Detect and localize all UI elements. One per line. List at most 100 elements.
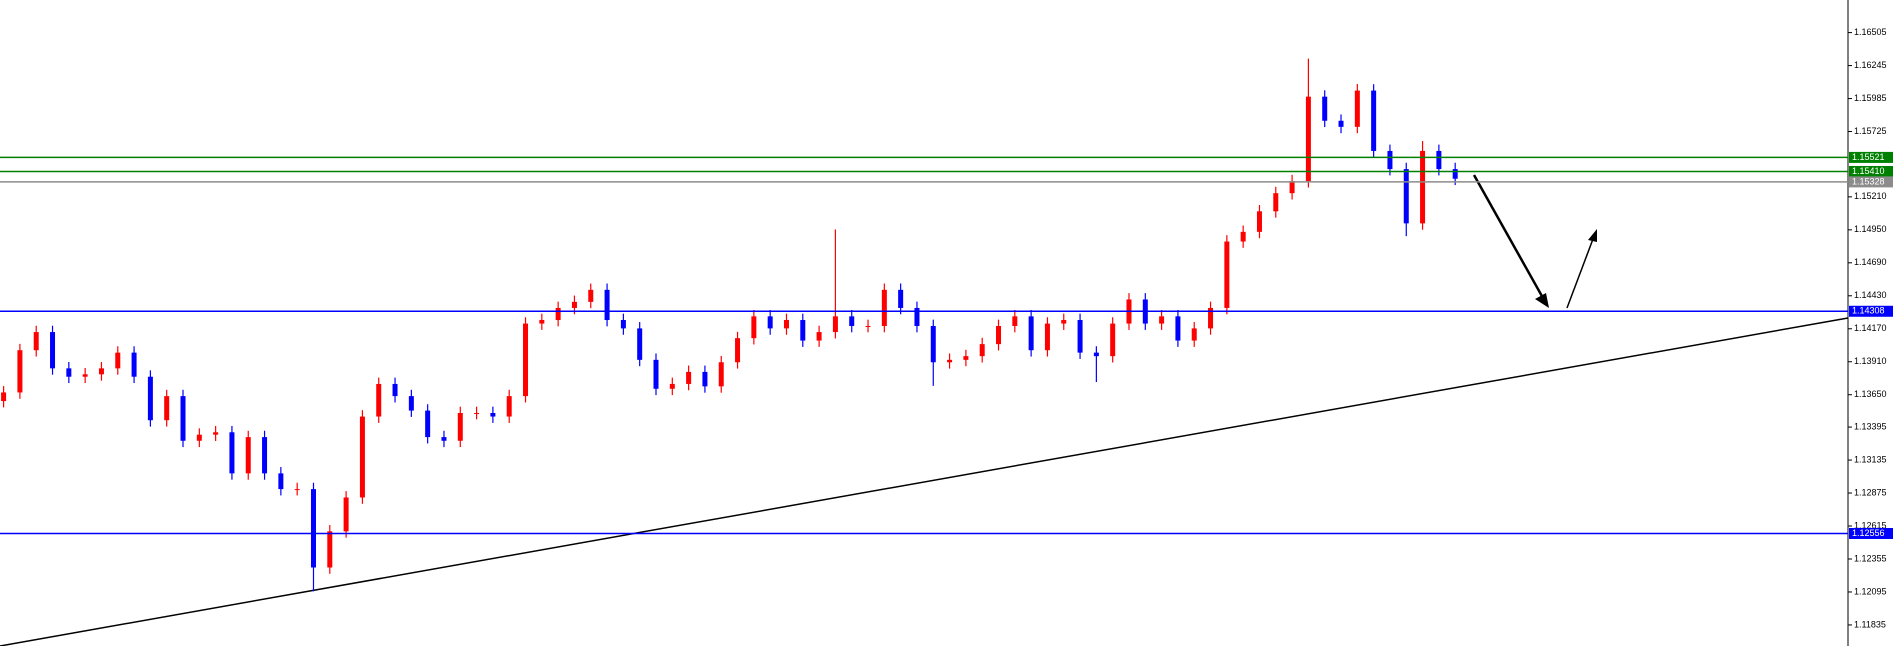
candle-body (800, 320, 806, 341)
y-tick-label: 1.16505 (1854, 27, 1887, 37)
candle-body (147, 376, 153, 421)
candle-body (98, 368, 104, 375)
candle-body (66, 368, 72, 377)
candle-body (1175, 316, 1181, 341)
y-tick-label: 1.13650 (1854, 389, 1887, 399)
candle-body (262, 437, 268, 474)
candle-body (816, 332, 822, 341)
candle-body (963, 356, 969, 360)
candle-body (1077, 320, 1083, 353)
candle-body (131, 352, 137, 377)
candle-body (637, 328, 643, 360)
level-label-box (1849, 527, 1893, 539)
candle-body (735, 338, 741, 363)
candle-body (588, 289, 594, 302)
candle-body (82, 374, 88, 377)
y-tick-label: 1.16245 (1854, 60, 1887, 70)
candle-body (686, 371, 692, 384)
y-tick-label: 1.12355 (1854, 553, 1887, 563)
candle-body (457, 412, 463, 441)
arrow-head (1535, 293, 1549, 308)
candle-body (115, 352, 121, 369)
candle-body (620, 320, 626, 329)
candle-body (1256, 211, 1262, 232)
candle-body (490, 412, 496, 417)
candle-body (996, 325, 1002, 345)
level-label: 1.15328 (1852, 176, 1885, 186)
candle-body (180, 396, 186, 441)
y-tick-label: 1.11835 (1854, 619, 1886, 629)
candle-body (294, 489, 300, 491)
candle-body (898, 289, 904, 308)
candle-body (669, 383, 675, 389)
candle-body (1061, 320, 1067, 324)
arrow-head (1588, 229, 1597, 242)
y-tick-label: 1.14430 (1854, 290, 1887, 300)
candle-body (164, 396, 170, 421)
candle-body (1093, 352, 1099, 357)
candle-body (1012, 316, 1018, 326)
candle-body (783, 320, 789, 329)
candle-body (1110, 323, 1116, 357)
y-tick-label: 1.13135 (1854, 454, 1887, 464)
candle-body (506, 396, 512, 417)
candle-body (392, 383, 398, 397)
candle-body (1273, 193, 1279, 212)
candle-body (1208, 307, 1214, 329)
candle-body (523, 323, 529, 397)
y-tick-label: 1.15725 (1854, 126, 1887, 136)
candle-body (979, 344, 985, 357)
y-tick-label: 1.15210 (1854, 191, 1887, 201)
candle-body (539, 320, 545, 324)
candle-body (50, 332, 56, 369)
candle-body (1028, 316, 1034, 351)
candle-body (1322, 96, 1328, 121)
candle-body (425, 410, 431, 438)
candle-body (1224, 241, 1230, 308)
candle-body (1305, 96, 1311, 182)
y-tick-label: 1.14690 (1854, 257, 1887, 267)
candle-body (751, 316, 757, 339)
candle-body (408, 396, 414, 411)
trend-line (0, 317, 1849, 646)
y-tick-label: 1.15985 (1854, 93, 1887, 103)
candle-body (1240, 231, 1246, 242)
y-tick-label: 1.13910 (1854, 356, 1887, 366)
candle-body (865, 325, 871, 327)
candle-body (310, 489, 316, 568)
candle-body (604, 289, 610, 321)
candle-body (343, 497, 349, 532)
candle-body (767, 316, 773, 329)
candle-body (1, 392, 7, 402)
candle-body (17, 350, 23, 393)
level-label: 1.15410 (1852, 166, 1885, 176)
candle-body (1191, 328, 1197, 341)
candle-body (327, 531, 333, 568)
y-tick-label: 1.12095 (1854, 586, 1887, 596)
y-tick-label: 1.12875 (1854, 487, 1887, 497)
candle-body (1403, 169, 1409, 224)
candle-body (718, 362, 724, 387)
level-label: 1.15521 (1852, 152, 1885, 162)
candle-body (1289, 181, 1295, 194)
arrow-up (1566, 238, 1594, 309)
level-label-box (1849, 176, 1893, 188)
candle-body (245, 437, 251, 474)
candle-body (441, 437, 447, 441)
candle-body (1452, 169, 1458, 179)
level-label: 1.14308 (1852, 306, 1885, 316)
level-label-box (1849, 165, 1893, 177)
candle-body (474, 412, 480, 414)
candle-body (881, 289, 887, 326)
candle-body (930, 325, 936, 363)
y-tick-label: 1.14950 (1854, 224, 1887, 234)
candle-body (1044, 323, 1050, 351)
candle-body (213, 432, 219, 435)
candle-body (1436, 150, 1442, 170)
candle-body (947, 359, 953, 363)
candle-body (1338, 120, 1344, 127)
candle-body (1420, 150, 1426, 224)
candle-body (229, 432, 235, 474)
